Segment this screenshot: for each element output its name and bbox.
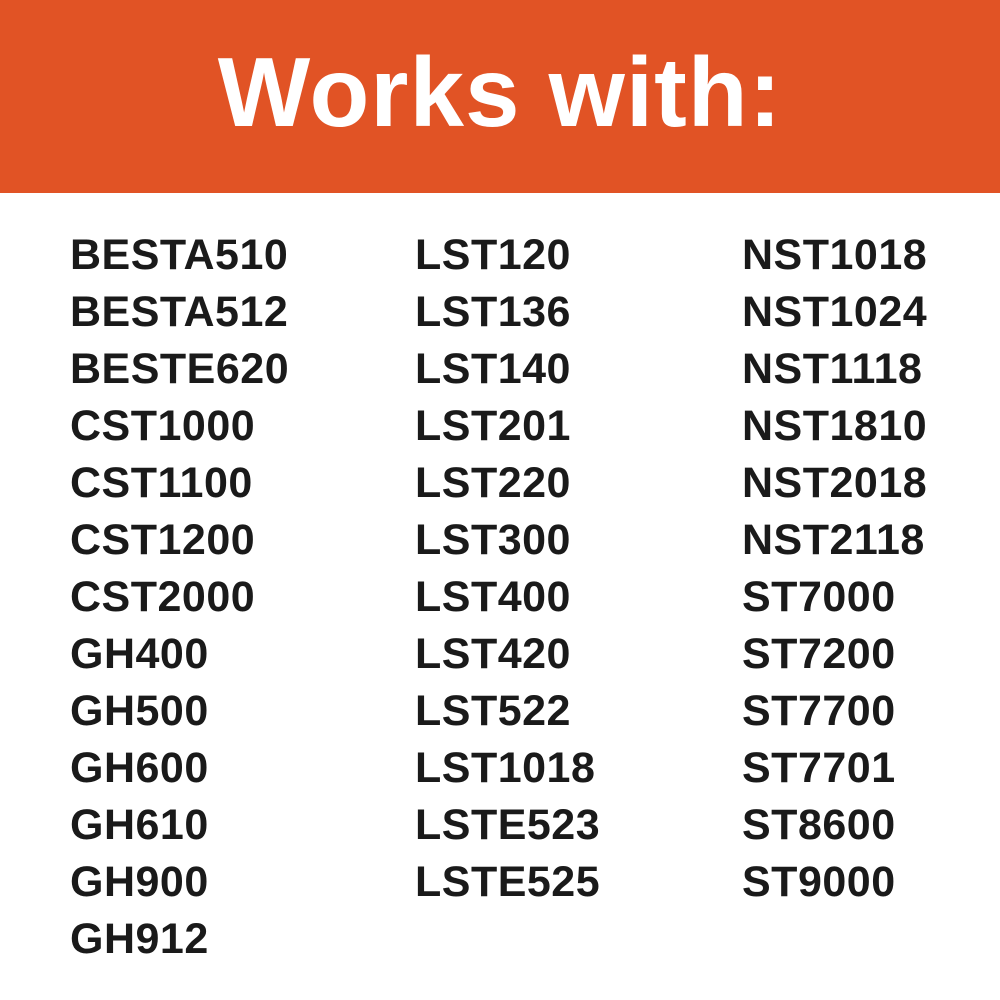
model-item: NST2018 xyxy=(742,459,928,507)
model-item: GH500 xyxy=(70,687,209,735)
model-item: GH600 xyxy=(70,744,209,792)
model-item: CST1000 xyxy=(70,402,256,450)
model-item: LST300 xyxy=(415,516,571,564)
model-item: LST420 xyxy=(415,630,571,678)
model-item: ST7200 xyxy=(742,630,896,678)
model-item: BESTA512 xyxy=(70,288,289,336)
model-item: ST7700 xyxy=(742,687,896,735)
model-item: CST2000 xyxy=(70,573,256,621)
model-item: LST120 xyxy=(415,231,571,279)
model-item: LSTE523 xyxy=(415,801,601,849)
model-item: CST1200 xyxy=(70,516,256,564)
model-item: LST201 xyxy=(415,402,571,450)
model-item: GH610 xyxy=(70,801,209,849)
model-item: BESTA510 xyxy=(70,231,289,279)
model-item: LST522 xyxy=(415,687,571,735)
model-item: LST220 xyxy=(415,459,571,507)
model-item: ST8600 xyxy=(742,801,896,849)
model-item: NST1018 xyxy=(742,231,928,279)
page-title: Works with: xyxy=(217,37,783,147)
model-item: NST2118 xyxy=(742,516,925,564)
model-item: GH400 xyxy=(70,630,209,678)
model-item: NST1118 xyxy=(742,345,923,393)
model-column-3: NST1018 NST1024 NST1118 NST1810 NST2018 NST21… xyxy=(742,227,927,911)
model-item: ST9000 xyxy=(742,858,896,906)
model-item: CST1100 xyxy=(70,459,253,507)
model-item: NST1810 xyxy=(742,402,928,450)
header-banner: Works with: xyxy=(0,0,1000,193)
model-item: GH900 xyxy=(70,858,209,906)
model-item: ST7000 xyxy=(742,573,896,621)
model-item: LSTE525 xyxy=(415,858,601,906)
model-column-2: LST120 LST136 LST140 LST201 LST220 LST300 LST4… xyxy=(415,227,600,911)
model-item: GH912 xyxy=(70,915,209,963)
model-column-1: BESTA510 BESTA512 BESTE620 CST1000 CST1100 CS… xyxy=(70,227,289,968)
model-item: BESTE620 xyxy=(70,345,290,393)
model-item: ST7701 xyxy=(742,744,896,792)
model-item: LST140 xyxy=(415,345,571,393)
model-item: NST1024 xyxy=(742,288,928,336)
model-item: LST400 xyxy=(415,573,571,621)
model-item: LST1018 xyxy=(415,744,596,792)
model-item: LST136 xyxy=(415,288,571,336)
